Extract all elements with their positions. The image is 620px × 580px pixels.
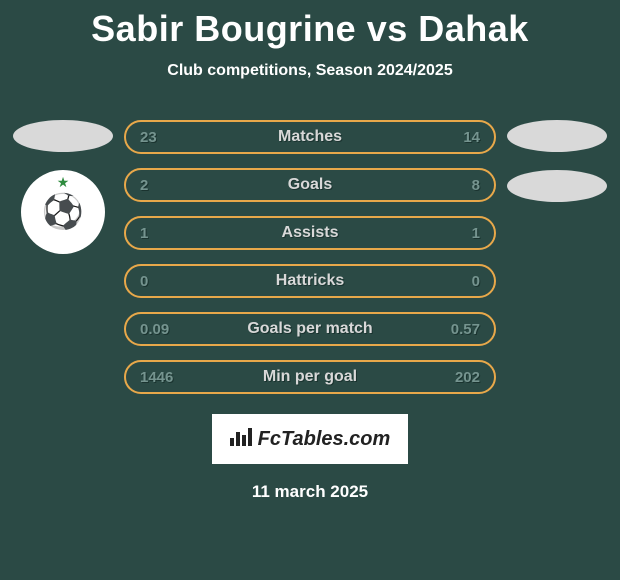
team-logo-placeholder <box>13 120 113 152</box>
stat-row: 1 Assists 1 <box>124 216 496 250</box>
stats-bars: 23 Matches 14 2 Goals 8 1 Assists 1 0 Ha… <box>118 120 502 394</box>
stat-right-value: 8 <box>440 177 480 194</box>
stat-left-value: 2 <box>140 177 180 194</box>
brand-text: FcTables.com <box>258 428 391 451</box>
stat-label: Goals per match <box>247 320 372 338</box>
stat-label: Hattricks <box>276 272 344 290</box>
stat-left-value: 23 <box>140 129 180 146</box>
stat-label: Goals <box>288 176 332 194</box>
stat-label: Min per goal <box>263 368 357 386</box>
stat-label: Assists <box>282 224 339 242</box>
team-logo-placeholder <box>507 120 607 152</box>
stat-right-value: 202 <box>440 369 480 386</box>
stat-right-value: 14 <box>440 129 480 146</box>
stat-right-value: 0 <box>440 273 480 290</box>
stat-right-value: 0.57 <box>440 321 480 338</box>
stat-left-value: 1446 <box>140 369 180 386</box>
left-logos-col: ★ ⚽ <box>8 120 118 394</box>
date-text: 11 march 2025 <box>0 482 620 502</box>
content-row: ★ ⚽ 23 Matches 14 2 Goals 8 1 Assists 1 … <box>0 120 620 394</box>
stat-left-value: 1 <box>140 225 180 242</box>
right-logos-col <box>502 120 612 394</box>
stat-row: 23 Matches 14 <box>124 120 496 154</box>
subtitle: Club competitions, Season 2024/2025 <box>0 62 620 80</box>
team-logo-placeholder <box>507 170 607 202</box>
comparison-card: Sabir Bougrine vs Dahak Club competition… <box>0 0 620 502</box>
stat-row: 0 Hattricks 0 <box>124 264 496 298</box>
stat-row: 0.09 Goals per match 0.57 <box>124 312 496 346</box>
stat-left-value: 0 <box>140 273 180 290</box>
star-icon: ★ <box>57 174 70 191</box>
brand-badge[interactable]: FcTables.com <box>212 414 408 464</box>
page-title: Sabir Bougrine vs Dahak <box>0 0 620 50</box>
stat-label: Matches <box>278 128 342 146</box>
team-logo-badge: ★ ⚽ <box>21 170 105 254</box>
stat-row: 2 Goals 8 <box>124 168 496 202</box>
stat-row: 1446 Min per goal 202 <box>124 360 496 394</box>
stat-left-value: 0.09 <box>140 321 180 338</box>
stat-right-value: 1 <box>440 225 480 242</box>
chart-icon <box>230 426 252 452</box>
soccer-ball-icon: ⚽ <box>42 192 84 232</box>
